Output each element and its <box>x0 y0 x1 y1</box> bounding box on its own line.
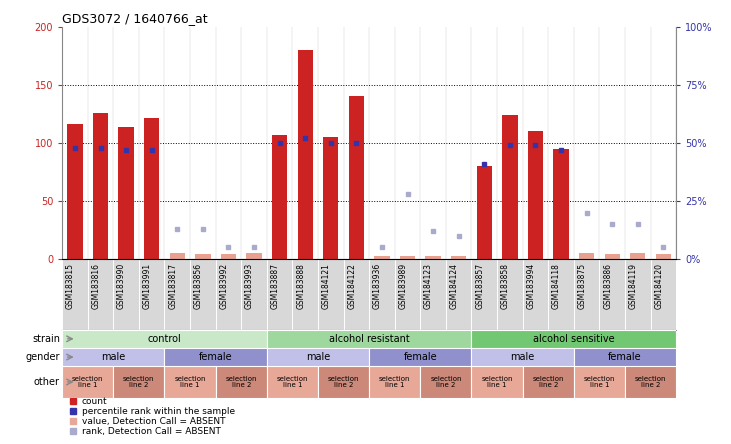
Bar <box>318 366 369 398</box>
Text: selection
line 1: selection line 1 <box>379 376 411 388</box>
Text: selection
line 2: selection line 2 <box>225 376 257 388</box>
Bar <box>502 115 518 259</box>
Bar <box>113 366 164 398</box>
Text: male: male <box>510 352 535 362</box>
Text: percentile rank within the sample: percentile rank within the sample <box>82 407 235 416</box>
Bar <box>471 366 523 398</box>
Text: alcohol sensitive: alcohol sensitive <box>533 334 615 344</box>
Bar <box>164 366 216 398</box>
Text: GSM183886: GSM183886 <box>603 263 612 309</box>
Text: GSM184123: GSM184123 <box>424 263 433 309</box>
Text: GSM183989: GSM183989 <box>398 263 408 309</box>
Text: GSM184120: GSM184120 <box>654 263 664 309</box>
Text: GSM183888: GSM183888 <box>296 263 306 309</box>
Bar <box>170 253 185 259</box>
Bar <box>272 135 287 259</box>
Bar <box>195 254 211 259</box>
Text: GSM184121: GSM184121 <box>322 263 330 309</box>
Text: GSM183815: GSM183815 <box>66 263 75 309</box>
Bar <box>625 366 676 398</box>
Bar <box>528 131 543 259</box>
Bar <box>267 330 471 348</box>
Text: selection
line 2: selection line 2 <box>430 376 462 388</box>
Bar <box>62 366 113 398</box>
Bar <box>93 113 108 259</box>
Text: rank, Detection Call = ABSENT: rank, Detection Call = ABSENT <box>82 427 221 436</box>
Bar <box>630 253 645 259</box>
Text: GSM184124: GSM184124 <box>450 263 459 309</box>
Text: value, Detection Call = ABSENT: value, Detection Call = ABSENT <box>82 417 225 426</box>
Text: GDS3072 / 1640766_at: GDS3072 / 1640766_at <box>62 12 208 25</box>
Bar <box>420 366 471 398</box>
Text: selection
line 2: selection line 2 <box>123 376 155 388</box>
Bar <box>369 366 420 398</box>
Bar <box>118 127 134 259</box>
Text: count: count <box>82 396 107 406</box>
Bar <box>67 124 83 259</box>
Bar <box>267 366 318 398</box>
Bar <box>323 137 338 259</box>
Text: selection
line 1: selection line 1 <box>174 376 206 388</box>
Text: GSM183875: GSM183875 <box>577 263 587 309</box>
Text: selection
line 1: selection line 1 <box>72 376 104 388</box>
Text: female: female <box>199 352 232 362</box>
Bar <box>369 348 471 366</box>
Text: selection
line 1: selection line 1 <box>276 376 308 388</box>
Bar <box>400 256 415 259</box>
Text: GSM183857: GSM183857 <box>475 263 484 309</box>
Bar <box>656 254 671 259</box>
Bar <box>298 50 313 259</box>
Text: gender: gender <box>26 352 60 362</box>
Text: selection
line 2: selection line 2 <box>532 376 564 388</box>
Bar <box>523 366 574 398</box>
Text: GSM183816: GSM183816 <box>91 263 101 309</box>
Text: other: other <box>34 377 60 387</box>
Bar <box>62 330 267 348</box>
Text: GSM184119: GSM184119 <box>629 263 637 309</box>
Text: GSM183817: GSM183817 <box>168 263 178 309</box>
Bar <box>425 256 441 259</box>
Text: GSM184118: GSM184118 <box>552 263 561 309</box>
Text: GSM183993: GSM183993 <box>245 263 254 309</box>
Text: strain: strain <box>32 334 60 344</box>
Text: GSM183856: GSM183856 <box>194 263 203 309</box>
Text: GSM183994: GSM183994 <box>526 263 535 309</box>
Bar <box>477 166 492 259</box>
Bar <box>605 254 620 259</box>
Bar <box>579 253 594 259</box>
Bar <box>246 253 262 259</box>
Text: GSM183936: GSM183936 <box>373 263 382 309</box>
Bar <box>164 348 267 366</box>
Bar <box>62 348 164 366</box>
Text: GSM183992: GSM183992 <box>219 263 228 309</box>
Text: GSM183991: GSM183991 <box>143 263 152 309</box>
Text: female: female <box>404 352 437 362</box>
Bar <box>144 119 159 259</box>
Bar <box>451 256 466 259</box>
Bar <box>349 96 364 259</box>
Bar <box>221 254 236 259</box>
Bar <box>471 330 676 348</box>
Bar <box>374 256 390 259</box>
Text: male: male <box>306 352 330 362</box>
Bar <box>574 348 676 366</box>
Text: selection
line 1: selection line 1 <box>583 376 616 388</box>
Text: control: control <box>148 334 181 344</box>
Bar <box>471 348 574 366</box>
Text: female: female <box>608 352 642 362</box>
Text: male: male <box>101 352 126 362</box>
Text: selection
line 1: selection line 1 <box>481 376 513 388</box>
Text: GSM183990: GSM183990 <box>117 263 126 309</box>
Text: GSM183887: GSM183887 <box>270 263 279 309</box>
Text: GSM184122: GSM184122 <box>347 263 357 309</box>
Text: GSM183858: GSM183858 <box>501 263 510 309</box>
Bar <box>267 348 369 366</box>
Bar <box>574 366 625 398</box>
Text: selection
line 2: selection line 2 <box>327 376 360 388</box>
Bar <box>553 149 569 259</box>
Text: alcohol resistant: alcohol resistant <box>329 334 409 344</box>
Bar <box>216 366 267 398</box>
Text: selection
line 2: selection line 2 <box>635 376 667 388</box>
